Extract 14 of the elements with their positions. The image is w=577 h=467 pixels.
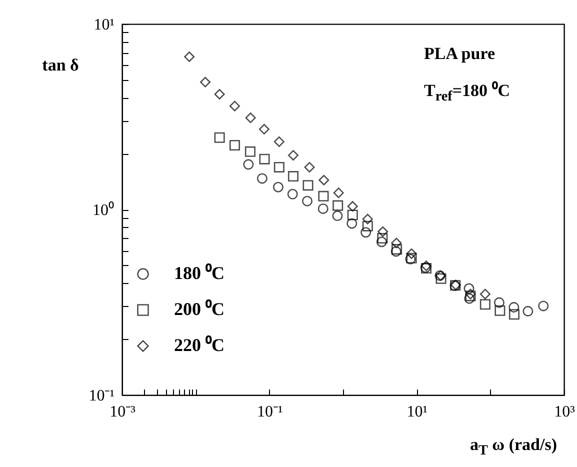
y-axis-title: tan δ: [42, 56, 80, 74]
y-tick-label: 10⁰: [92, 201, 114, 219]
annotation: PLA pure: [424, 44, 496, 64]
x-tick-label: 10³: [554, 404, 576, 420]
legend-label: 220 ⁰C: [174, 335, 224, 355]
y-tick-label: 10¹: [94, 16, 115, 34]
y-tick-label: 10⁻¹: [88, 388, 115, 404]
annotation: T$_{ref}$=180 ⁰C: [424, 80, 510, 106]
x-tick-label: 10¹: [406, 404, 428, 420]
x-tick-label: 10⁻¹: [256, 404, 283, 420]
x-tick-label: 10⁻³: [110, 404, 136, 420]
legend-label: 200 ⁰C: [174, 299, 224, 319]
legend-label: 180 ⁰C: [174, 263, 224, 283]
x-axis-title: a$_{T}$ ω (rad/s): [470, 435, 557, 460]
